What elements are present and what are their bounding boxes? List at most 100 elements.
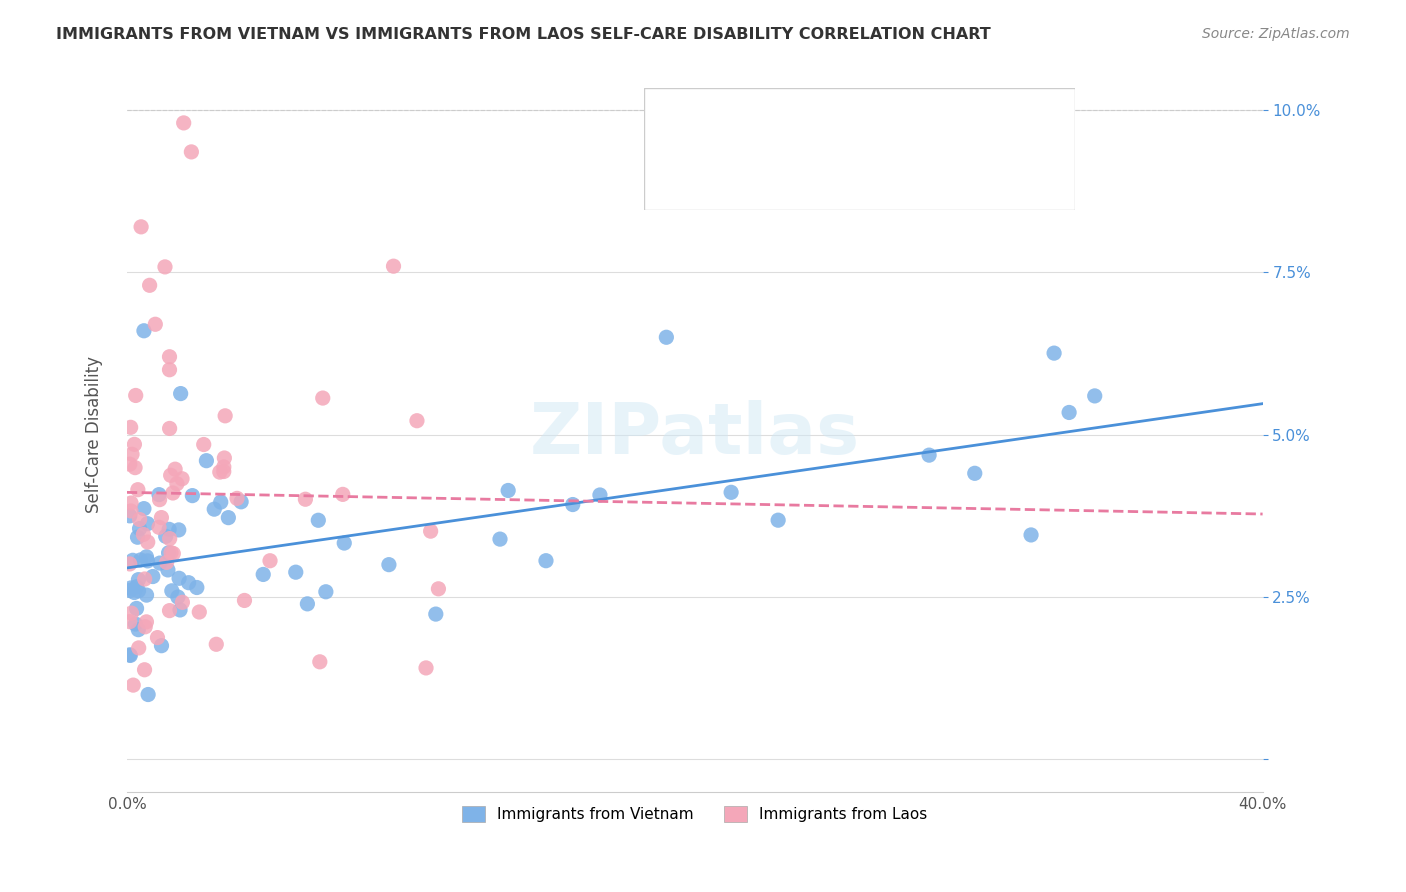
Point [118,648,141,662]
Point [135,615,157,629]
Point [406,414,429,428]
Point [125,388,148,402]
Point [415,661,437,675]
Point [214,409,236,423]
Point [1043,346,1066,360]
Point [162,486,184,500]
Point [157,522,180,536]
Point [212,459,235,474]
Point [160,583,183,598]
Point [120,420,142,434]
Point [315,584,337,599]
Y-axis label: Self-Care Disability: Self-Care Disability [86,356,103,513]
Point [128,583,150,598]
Point [159,468,181,483]
Point [118,457,141,471]
Point [127,530,149,544]
Point [156,555,179,569]
Point [177,575,200,590]
Point [655,330,678,344]
Point [425,607,447,621]
Point [150,510,173,524]
Point [419,524,441,538]
Point [284,565,307,579]
Point [169,386,191,401]
Point [121,553,143,567]
Point [195,453,218,467]
Point [212,465,235,479]
Point [128,522,150,536]
Point [125,580,148,594]
Point [135,588,157,602]
Point [217,510,239,524]
Point [214,450,236,465]
Point [167,523,190,537]
Point [149,492,172,507]
Point [181,489,204,503]
Point [127,573,149,587]
Point [308,655,330,669]
Point [122,678,145,692]
Point [146,631,169,645]
Point [127,483,149,497]
Point [132,324,155,338]
Point [193,437,215,451]
Point [297,597,319,611]
Point [134,620,156,634]
Point [124,617,146,632]
Point [766,513,789,527]
Point [135,549,157,564]
Point [172,595,194,609]
Legend: Immigrants from Vietnam, Immigrants from Laos: Immigrants from Vietnam, Immigrants from… [450,794,939,834]
Text: Source: ZipAtlas.com: Source: ZipAtlas.com [1202,27,1350,41]
Point [589,488,612,502]
Point [208,465,231,479]
Point [120,648,142,663]
Point [159,421,181,435]
Text: IMMIGRANTS FROM VIETNAM VS IMMIGRANTS FROM LAOS SELF-CARE DISABILITY CORRELATION: IMMIGRANTS FROM VIETNAM VS IMMIGRANTS FR… [56,27,991,42]
Point [427,582,450,596]
Point [209,495,232,509]
Point [233,593,256,607]
Point [294,492,316,507]
Point [136,688,159,702]
Point [160,546,183,560]
Point [143,318,166,332]
Point [134,663,156,677]
Point [153,260,176,274]
Point [124,585,146,599]
Point [148,488,170,502]
Point [121,447,143,461]
Point [132,527,155,541]
Point [1019,528,1042,542]
Point [1057,405,1080,419]
Point [188,605,211,619]
Point [124,460,146,475]
Point [138,278,160,293]
Point [156,563,179,577]
Point [128,640,150,655]
Point [134,572,156,586]
Point [136,516,159,531]
Point [382,259,405,273]
Point [307,513,329,527]
Point [124,437,146,451]
Point [159,532,181,546]
Point [159,350,181,364]
Point [120,504,142,518]
Point [118,557,141,571]
Point [489,532,512,546]
Point [170,472,193,486]
Point [129,219,152,234]
Point [205,637,228,651]
Point [918,448,941,462]
Point [129,553,152,567]
Point [127,623,149,637]
Point [159,604,181,618]
Point [118,615,141,629]
Point [252,567,274,582]
Point [963,467,986,481]
Point [125,601,148,615]
Point [226,491,249,506]
Point [720,485,742,500]
